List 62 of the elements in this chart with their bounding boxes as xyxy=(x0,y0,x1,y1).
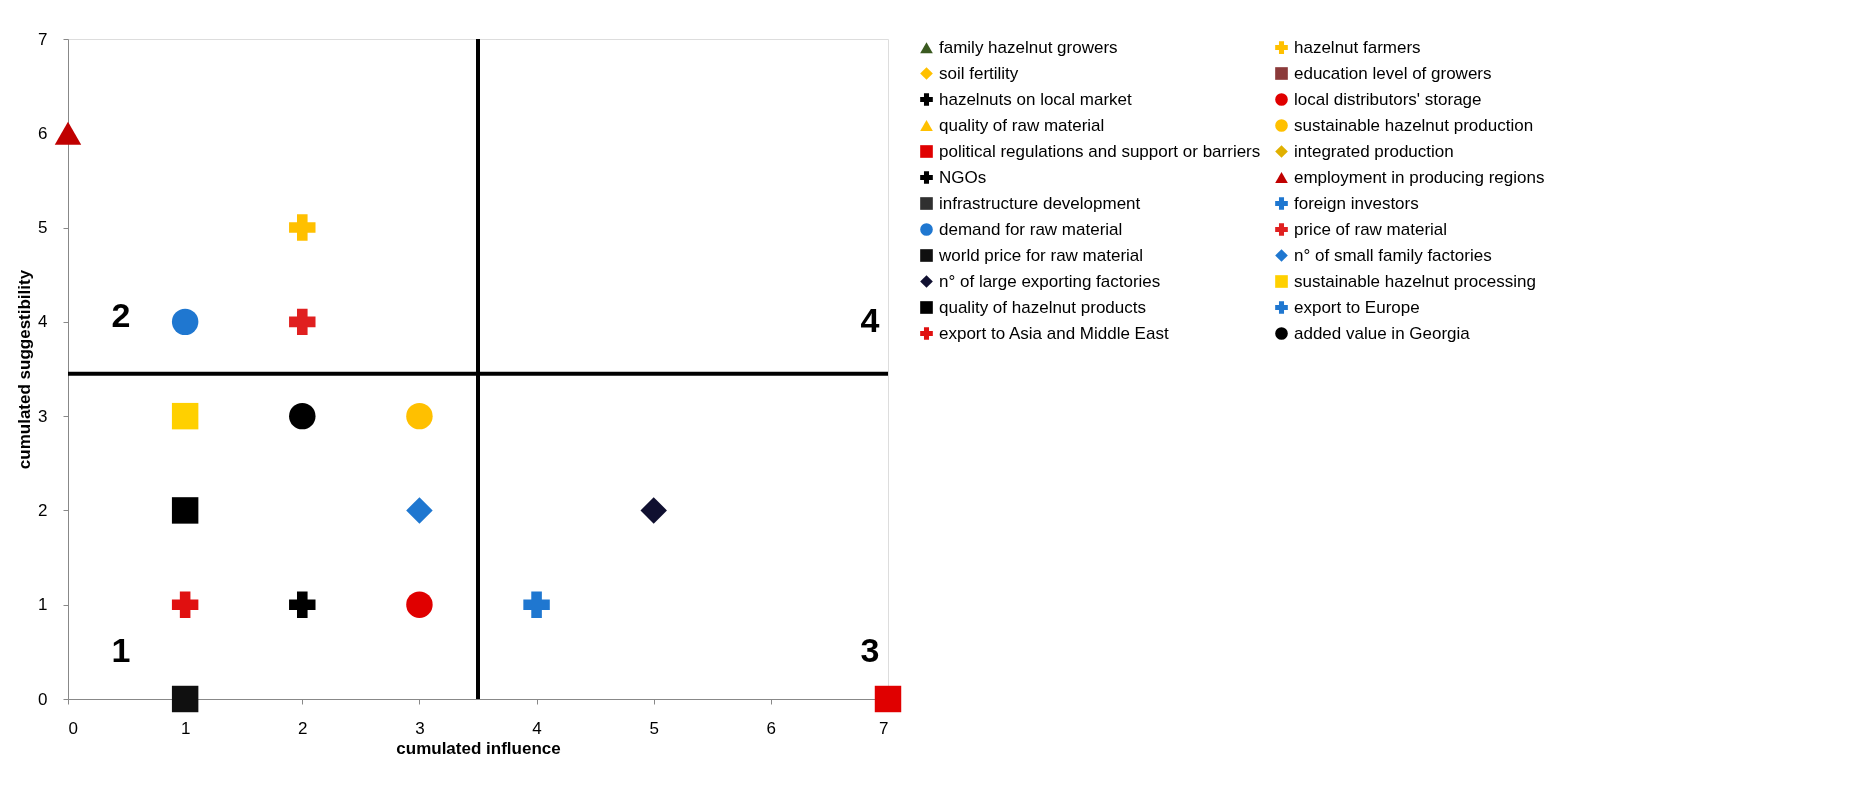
legend-label: demand for raw material xyxy=(939,219,1123,239)
y-tick-label: 1 xyxy=(38,595,48,615)
x-tick-label: 0 xyxy=(68,718,78,738)
x-tick-label: 3 xyxy=(415,718,425,738)
x-tick-label: 1 xyxy=(180,718,191,738)
point xyxy=(289,214,316,241)
legend-label: sustainable hazelnut processing xyxy=(1294,271,1536,291)
x-tick-label: 4 xyxy=(532,718,542,738)
legend-label: quality of raw material xyxy=(939,115,1105,135)
legend-label: quality of hazelnut products xyxy=(939,297,1146,317)
annotation: 1 xyxy=(111,631,131,669)
x-tick-label: 6 xyxy=(766,718,777,738)
y-tick-label: 5 xyxy=(38,218,48,238)
legend-label: export to Asia and Middle East xyxy=(939,323,1169,343)
legend-label: world price for raw material xyxy=(938,245,1144,265)
annotation: 2 xyxy=(111,296,131,334)
legend-label: employment in producing regions xyxy=(1294,167,1545,187)
point xyxy=(171,402,199,430)
y-axis-title: cumulated suggestibility xyxy=(15,269,35,470)
y-tick-label: 6 xyxy=(38,123,48,143)
point xyxy=(406,402,433,430)
point xyxy=(289,591,316,618)
legend-label: soil fertility xyxy=(939,63,1019,83)
legend-label: export to Europe xyxy=(1294,297,1420,317)
legend-label: hazelnut farmers xyxy=(1294,37,1421,57)
legend-label: foreign investors xyxy=(1294,193,1419,213)
legend-label: local distributors' storage xyxy=(1294,89,1482,109)
point xyxy=(289,308,316,336)
legend-label: education level of growers xyxy=(1294,63,1492,83)
y-tick-label: 0 xyxy=(38,689,48,709)
legend-label: integrated production xyxy=(1294,141,1454,161)
legend-label: NGOs xyxy=(939,167,987,187)
point xyxy=(640,497,667,524)
point xyxy=(523,591,550,618)
point xyxy=(171,591,199,618)
legend-label: hazelnuts on local market xyxy=(939,89,1133,109)
legend-label: family hazelnut growers xyxy=(939,37,1118,57)
point xyxy=(171,685,199,713)
point xyxy=(406,591,433,618)
point xyxy=(406,497,433,524)
legend-label: infrastructure development xyxy=(939,193,1141,213)
x-tick-label: 5 xyxy=(649,718,659,738)
legend-label: political regulations and support or barriers xyxy=(939,141,1261,161)
point xyxy=(171,308,199,336)
legend-label: price of raw material xyxy=(1294,219,1448,239)
annotation: 4 xyxy=(860,301,880,339)
y-tick-label: 3 xyxy=(38,406,48,426)
point xyxy=(171,497,199,524)
x-tick-label: 7 xyxy=(879,718,889,738)
point xyxy=(289,402,316,430)
point xyxy=(54,121,82,145)
y-tick-label: 2 xyxy=(38,500,48,520)
legend-label: added value in Georgia xyxy=(1294,323,1471,343)
x-axis-title: cumulated influence xyxy=(396,738,561,758)
y-tick-label: 7 xyxy=(38,29,48,49)
y-tick-label: 4 xyxy=(38,312,48,332)
point xyxy=(874,685,902,713)
annotation: 3 xyxy=(860,631,880,669)
legend-label: n° of small family factories xyxy=(1294,245,1492,265)
legend-label: sustainable hazelnut production xyxy=(1294,115,1534,135)
legend-label: n° of large exporting factories xyxy=(939,271,1161,291)
x-tick-label: 2 xyxy=(298,718,308,738)
